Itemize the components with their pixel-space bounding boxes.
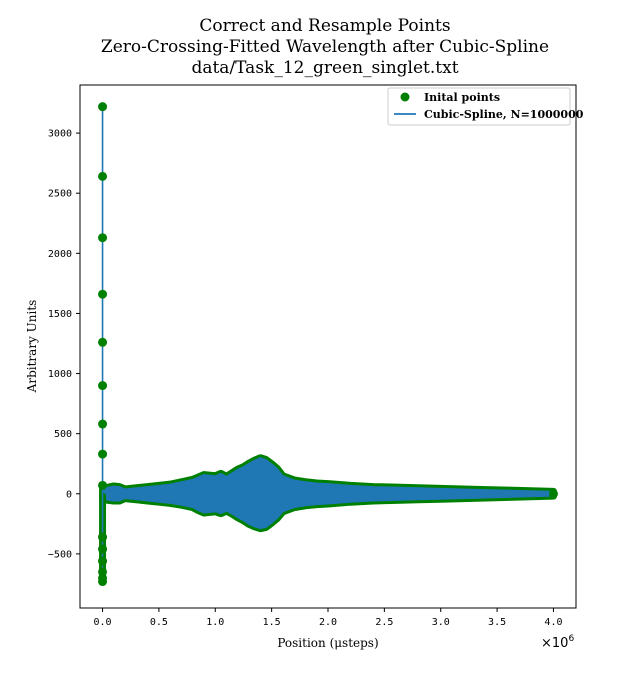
legend-points-marker — [400, 92, 410, 102]
y-tick-label: 0 — [66, 489, 72, 500]
title-line-1: Correct and Resample Points — [199, 16, 450, 36]
plot-frame — [79, 84, 577, 609]
legend-entry-points: Inital points — [424, 91, 500, 104]
x-tick-label: 2.0 — [319, 617, 337, 628]
x-tick-label: 3.0 — [432, 617, 450, 628]
x-tick-label: 3.5 — [488, 617, 506, 628]
initial-point — [98, 419, 108, 429]
spline-envelope-fill — [102, 457, 554, 530]
y-tick-label: 3000 — [48, 129, 72, 140]
initial-point — [98, 102, 108, 112]
x-tick-label: 4.0 — [544, 617, 562, 628]
initial-point — [98, 556, 108, 566]
initial-point — [98, 480, 108, 490]
initial-point — [98, 171, 108, 181]
x-tick-label: 1.5 — [263, 617, 281, 628]
x-axis-ticks: 0.0 0.5 1.0 1.5 2.0 2.5 3.0 3.5 4.0 — [94, 608, 562, 628]
y-tick-label: 500 — [54, 429, 72, 440]
y-axis-ticks: −500 0 500 1000 1500 2000 2500 3000 — [48, 129, 80, 560]
y-tick-label: −500 — [48, 549, 72, 560]
legend: Inital points Cubic-Spline, N=1000000 — [387, 87, 584, 126]
y-tick-label: 2000 — [48, 249, 72, 260]
x-tick-label: 2.5 — [375, 617, 393, 628]
x-tick-label: 0.0 — [94, 617, 112, 628]
y-tick-label: 1500 — [48, 309, 72, 320]
legend-entry-spline: Cubic-Spline, N=1000000 — [424, 108, 584, 121]
initial-point — [548, 489, 558, 499]
legend-box — [387, 87, 571, 126]
initial-point — [98, 449, 108, 459]
initial-point — [98, 337, 108, 347]
initial-point — [98, 544, 108, 554]
x-offset-label: ×106 — [541, 634, 574, 651]
initial-point — [98, 289, 108, 299]
x-tick-label: 1.0 — [206, 617, 224, 628]
initial-point — [98, 532, 108, 542]
y-tick-label: 1000 — [48, 369, 72, 380]
initial-point — [98, 381, 108, 391]
x-offset-base: ×10 — [541, 636, 568, 651]
initial-point — [98, 577, 108, 587]
y-tick-label: 2500 — [48, 189, 72, 200]
title-line-2: Zero-Crossing-Fitted Wavelength after Cu… — [101, 37, 549, 57]
x-tick-label: 0.5 — [150, 617, 168, 628]
chart-title: Correct and Resample Points Zero-Crossin… — [101, 16, 549, 78]
y-axis-label: Arbitrary Units — [25, 300, 39, 394]
initial-point — [98, 233, 108, 243]
x-offset-exponent: 6 — [568, 634, 574, 644]
title-line-3: data/Task_12_green_singlet.txt — [191, 58, 458, 78]
plot-content — [98, 102, 558, 587]
x-axis-label: Position (μsteps) — [277, 636, 378, 650]
